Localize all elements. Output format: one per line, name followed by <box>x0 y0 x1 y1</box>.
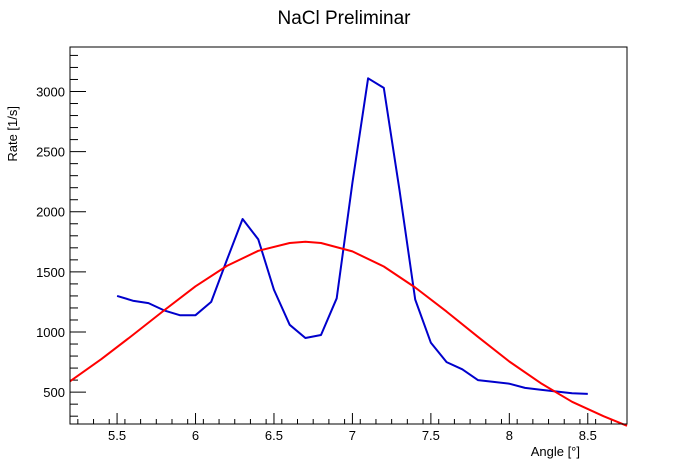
y-tick-label: 1500 <box>36 265 65 280</box>
series-line-blue <box>116 77 588 395</box>
series-line-red <box>69 240 628 427</box>
x-tick-label: 8 <box>506 428 513 443</box>
series-group <box>69 77 628 427</box>
y-tick-label: 2000 <box>36 205 65 220</box>
x-tick-label: 7.5 <box>422 428 440 443</box>
axes: 5.5 6 6.5 7 7.5 8 8.5 500 1000 1500 2000 2500 3000 <box>36 54 628 443</box>
y-tick-label: 3000 <box>36 84 65 99</box>
y-tick-label: 2500 <box>36 145 65 160</box>
y-tick-label: 500 <box>43 385 65 400</box>
x-tick-label: 7 <box>349 428 356 443</box>
x-tick-label: 6.5 <box>265 428 283 443</box>
y-axis-label: Rate [1/s] <box>5 106 20 162</box>
x-tick-label: 6 <box>192 428 199 443</box>
plot-frame <box>69 46 628 425</box>
x-axis-label: Angle [°] <box>531 444 580 459</box>
x-tick-label: 8.5 <box>579 428 597 443</box>
x-tick-label: 5.5 <box>108 428 126 443</box>
y-tick-label: 1000 <box>36 325 65 340</box>
chart-title: NaCl Preliminar <box>277 8 411 29</box>
